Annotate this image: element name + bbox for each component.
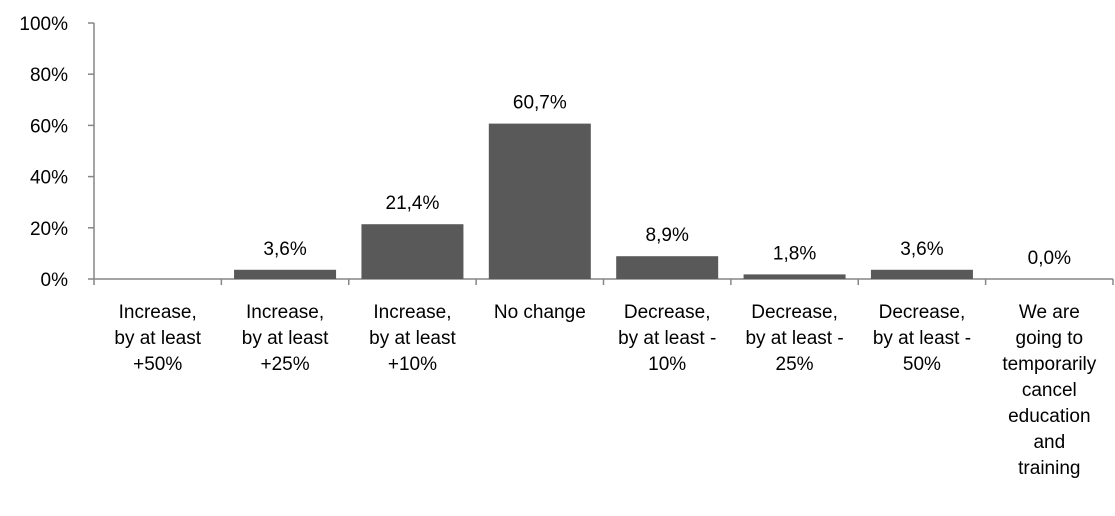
category-label: Decrease, by at least - 10% [618,302,716,375]
category-label-line: education [1008,406,1090,427]
bar [616,256,719,279]
category-label-line: by at least - [745,328,843,349]
data-label: 3,6% [900,239,943,260]
category-label-line: by at least - [618,328,716,349]
y-tick-label: 80% [30,65,68,86]
data-label: 8,9% [646,225,689,246]
data-label: 0,0% [1028,248,1071,269]
category-label-line: by at least [369,328,456,349]
y-axis: 0% 20% 40% 60% 80% 100% [19,14,95,291]
category-label-line: 10% [648,354,686,375]
y-tick-label: 60% [30,116,68,137]
category-labels: Increase, by at least +50% Increase, by at l… [114,302,1096,479]
data-label: 21,4% [386,193,440,214]
bar [870,269,973,279]
category-label-line: by at least [114,328,201,349]
category-label-line: We are [1019,302,1080,323]
category-label: Increase, by at least +25% [242,302,329,375]
bar [488,123,591,279]
y-tick-label: 0% [41,270,69,291]
y-tick-label: 40% [30,168,68,189]
category-label-line: No change [494,302,586,323]
category-label: Decrease, by at least - 25% [745,302,843,375]
category-label: Increase, by at least +10% [369,302,456,375]
category-label-line: +50% [133,354,182,375]
category-label-line: 50% [903,354,941,375]
category-label-line: +10% [388,354,437,375]
y-tick-label: 20% [30,219,68,240]
category-label: No change [494,302,586,323]
data-labels: 3,6% 21,4% 60,7% 8,9% 1,8% 3,6% 0,0% [263,93,1071,269]
category-label-line: Decrease, [879,302,966,323]
data-label: 1,8% [773,243,816,264]
category-label-line: Decrease, [751,302,838,323]
data-label: 60,7% [513,93,567,114]
category-label-line: and [1033,432,1065,453]
bars [234,123,973,279]
category-label: We are going to temporarily cancel education… [1002,302,1096,479]
y-tick-label: 100% [19,14,68,35]
category-label-line: Increase, [119,302,197,323]
category-label: Increase, by at least +50% [114,302,201,375]
category-label-line: by at least [242,328,329,349]
category-label-line: temporarily [1002,354,1096,375]
category-label-line: Decrease, [624,302,711,323]
category-label: Decrease, by at least - 50% [873,302,971,375]
category-label-line: training [1018,458,1080,479]
category-label-line: Increase, [373,302,451,323]
category-label-line: cancel [1022,380,1077,401]
bar [743,274,846,279]
data-label: 3,6% [263,239,306,260]
category-label-line: 25% [776,354,814,375]
x-axis [93,278,1114,285]
category-label-line: by at least - [873,328,971,349]
category-label-line: +25% [261,354,310,375]
bar [361,224,464,279]
category-label-line: going to [1016,328,1084,349]
category-label-line: Increase, [246,302,324,323]
bar [234,269,337,279]
